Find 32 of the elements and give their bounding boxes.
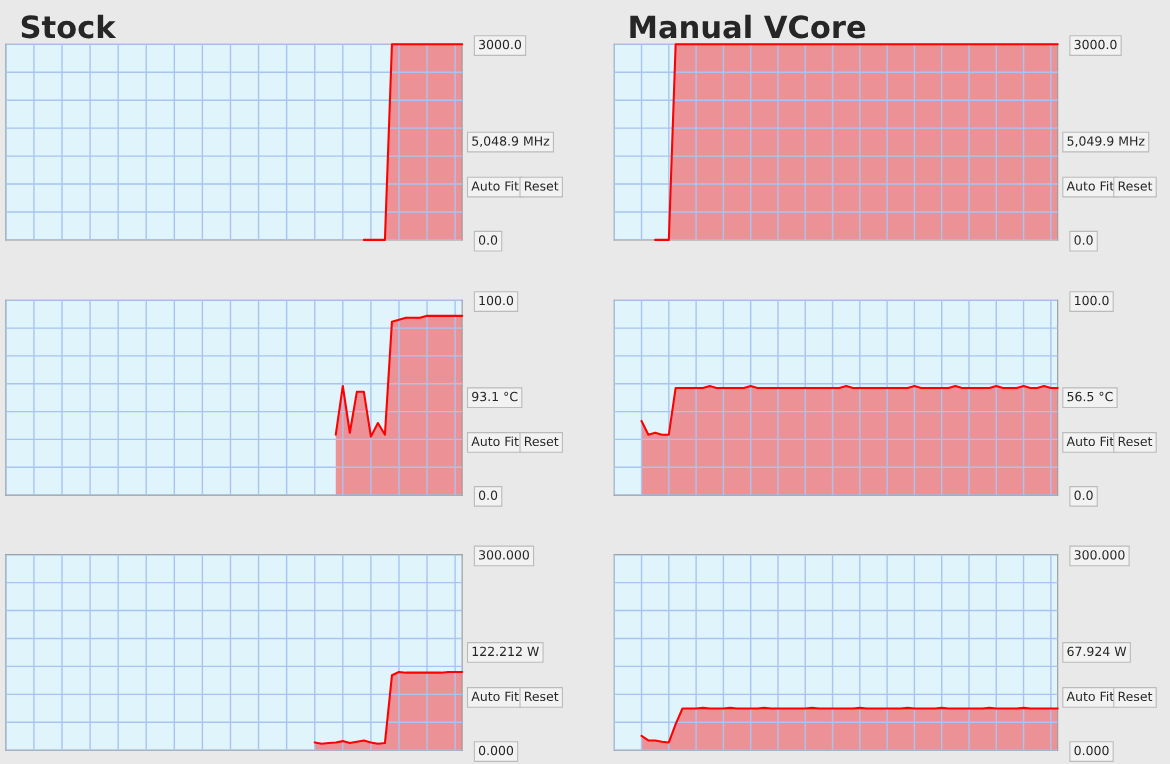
- y-tick-label: 300.000: [479, 550, 529, 560]
- y-tick-label: 0.0: [1074, 235, 1093, 245]
- text: Reset: [524, 436, 559, 447]
- y-tick-label: 0.0: [478, 490, 498, 500]
- text: Reset: [1118, 436, 1153, 447]
- text: Auto Fit: [1066, 691, 1114, 702]
- text: 56.5 °C: [1067, 391, 1113, 402]
- text: 93.1 °C: [472, 391, 518, 402]
- text: Auto Fit: [471, 691, 519, 702]
- text: Auto Fit: [1066, 436, 1114, 447]
- text: Reset: [524, 691, 559, 702]
- y-tick-label: 0.000: [478, 745, 514, 756]
- y-tick-label: 100.0: [479, 295, 514, 306]
- text: Reset: [1118, 181, 1153, 191]
- y-tick-label: 0.0: [478, 235, 498, 245]
- y-tick-label: 300.000: [1074, 550, 1125, 560]
- text: 5,049.9 MHz: [1067, 136, 1145, 148]
- y-tick-label: 3000.0: [1074, 39, 1117, 50]
- text: Reset: [524, 181, 559, 191]
- text: 5,048.9 MHz: [472, 136, 550, 148]
- text: Auto Fit: [471, 181, 519, 191]
- y-tick-label: 3000.0: [479, 39, 522, 50]
- text: Reset: [1118, 691, 1153, 702]
- chart-title: Stock: [21, 14, 117, 39]
- text: Auto Fit: [471, 436, 519, 447]
- text: Auto Fit: [1066, 181, 1114, 191]
- y-tick-label: 0.0: [1074, 490, 1093, 500]
- text: 67.924 W: [1067, 646, 1127, 657]
- text: 122.212 W: [472, 646, 539, 656]
- y-tick-label: 0.000: [1074, 745, 1109, 756]
- y-tick-label: 100.0: [1075, 295, 1109, 306]
- chart-title: Manual VCore: [630, 14, 866, 39]
